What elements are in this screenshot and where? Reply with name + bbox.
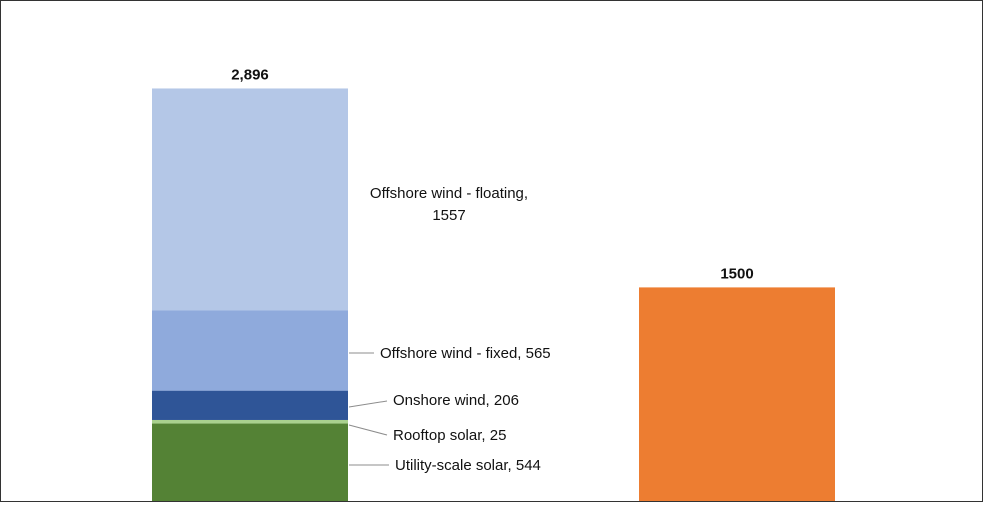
segment-label-2: Rooftop solar, 25 bbox=[393, 427, 506, 444]
segment-label-1: Utility-scale solar, 544 bbox=[395, 457, 541, 474]
segment-label-4: Offshore wind - fixed, 565 bbox=[380, 345, 551, 362]
bar-1-segment-2 bbox=[152, 419, 348, 424]
bar-1-segment-3 bbox=[152, 390, 348, 420]
segment-label-5: Offshore wind - floating, 1557 bbox=[370, 185, 528, 224]
segment-label-3: Onshore wind, 206 bbox=[393, 392, 519, 409]
bar-1-segment-5 bbox=[152, 88, 348, 311]
bar-2-total-label: 1500 bbox=[720, 265, 753, 282]
bar-2-segment-1 bbox=[639, 287, 835, 501]
bar-1-total-label: 2,896 bbox=[231, 66, 269, 83]
leader-line-segment-3 bbox=[348, 400, 388, 408]
leader-line-segment-2 bbox=[348, 424, 388, 436]
bar-1-segment-4 bbox=[152, 310, 348, 391]
bar-1-segment-1 bbox=[152, 423, 348, 501]
